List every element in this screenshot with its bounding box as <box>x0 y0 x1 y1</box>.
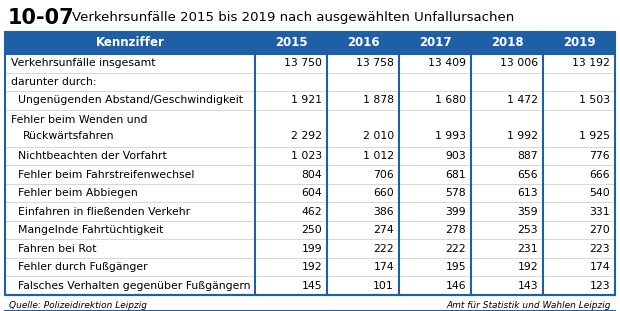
Text: 681: 681 <box>445 169 466 179</box>
Text: 1 012: 1 012 <box>363 151 394 161</box>
Text: Fehler beim Fahrstreifenwechsel: Fehler beim Fahrstreifenwechsel <box>11 169 195 179</box>
Text: 656: 656 <box>517 169 538 179</box>
Text: 578: 578 <box>445 188 466 198</box>
Text: 195: 195 <box>445 262 466 272</box>
Text: 887: 887 <box>517 151 538 161</box>
Text: Verkehrsunfälle 2015 bis 2019 nach ausgewählten Unfallursachen: Verkehrsunfälle 2015 bis 2019 nach ausge… <box>72 12 514 25</box>
Text: Einfahren in fließenden Verkehr: Einfahren in fließenden Verkehr <box>11 207 190 216</box>
Text: 2019: 2019 <box>563 36 595 49</box>
Text: 10-07: 10-07 <box>8 8 74 28</box>
Text: Amt für Statistik und Wahlen Leipzig: Amt für Statistik und Wahlen Leipzig <box>446 300 611 309</box>
Text: 146: 146 <box>445 281 466 291</box>
Text: 123: 123 <box>590 281 610 291</box>
Text: 174: 174 <box>590 262 610 272</box>
Text: 386: 386 <box>373 207 394 216</box>
Text: 1 921: 1 921 <box>291 95 322 105</box>
Text: 2 292: 2 292 <box>291 131 322 141</box>
Text: 2 010: 2 010 <box>363 131 394 141</box>
Text: 192: 192 <box>517 262 538 272</box>
Text: Quelle: Polizeidirektion Leipzig: Quelle: Polizeidirektion Leipzig <box>9 300 147 309</box>
Text: 1 023: 1 023 <box>291 151 322 161</box>
Text: Verkehrsunfälle insgesamt: Verkehrsunfälle insgesamt <box>11 58 156 68</box>
Text: 660: 660 <box>373 188 394 198</box>
Text: 706: 706 <box>373 169 394 179</box>
Text: 2016: 2016 <box>347 36 379 49</box>
Text: Ungenügenden Abstand/Geschwindigkeit: Ungenügenden Abstand/Geschwindigkeit <box>11 95 243 105</box>
Text: 274: 274 <box>373 225 394 235</box>
Text: 253: 253 <box>517 225 538 235</box>
Text: 13 758: 13 758 <box>356 58 394 68</box>
Text: 540: 540 <box>589 188 610 198</box>
Text: 250: 250 <box>301 225 322 235</box>
Text: 462: 462 <box>301 207 322 216</box>
Text: 2017: 2017 <box>418 36 451 49</box>
Text: 13 006: 13 006 <box>500 58 538 68</box>
Text: 270: 270 <box>589 225 610 235</box>
Text: Kennziffer: Kennziffer <box>95 36 164 49</box>
Text: 804: 804 <box>301 169 322 179</box>
Text: Fehler beim Abbiegen: Fehler beim Abbiegen <box>11 188 138 198</box>
Text: 1 993: 1 993 <box>435 131 466 141</box>
Text: 399: 399 <box>445 207 466 216</box>
Text: 1 992: 1 992 <box>507 131 538 141</box>
Text: 1 680: 1 680 <box>435 95 466 105</box>
Text: 1 472: 1 472 <box>507 95 538 105</box>
Text: 143: 143 <box>517 281 538 291</box>
Text: 604: 604 <box>301 188 322 198</box>
Text: Falsches Verhalten gegenüber Fußgängern: Falsches Verhalten gegenüber Fußgängern <box>11 281 250 291</box>
Text: 192: 192 <box>301 262 322 272</box>
Text: Mangelnde Fahrtüchtigkeit: Mangelnde Fahrtüchtigkeit <box>11 225 164 235</box>
Text: Fehler durch Fußgänger: Fehler durch Fußgänger <box>11 262 148 272</box>
Text: 1 878: 1 878 <box>363 95 394 105</box>
Text: 145: 145 <box>301 281 322 291</box>
Text: Nichtbeachten der Vorfahrt: Nichtbeachten der Vorfahrt <box>11 151 167 161</box>
Text: 223: 223 <box>590 244 610 254</box>
Text: 222: 222 <box>445 244 466 254</box>
Text: 174: 174 <box>373 262 394 272</box>
Text: 13 192: 13 192 <box>572 58 610 68</box>
Bar <box>5 32 615 295</box>
Text: 1 503: 1 503 <box>579 95 610 105</box>
Text: 2018: 2018 <box>490 36 523 49</box>
Text: 776: 776 <box>590 151 610 161</box>
Text: 278: 278 <box>445 225 466 235</box>
Bar <box>5 32 615 54</box>
Text: 2015: 2015 <box>275 36 308 49</box>
Text: Fehler beim Wenden und: Fehler beim Wenden und <box>11 115 148 125</box>
Text: 359: 359 <box>517 207 538 216</box>
Text: 13 409: 13 409 <box>428 58 466 68</box>
Text: Rückwärtsfahren: Rückwärtsfahren <box>23 131 115 141</box>
Text: 199: 199 <box>301 244 322 254</box>
Text: 903: 903 <box>445 151 466 161</box>
Text: 222: 222 <box>373 244 394 254</box>
Text: 101: 101 <box>373 281 394 291</box>
Text: 613: 613 <box>517 188 538 198</box>
Text: 1 925: 1 925 <box>579 131 610 141</box>
Text: 666: 666 <box>590 169 610 179</box>
Text: 331: 331 <box>590 207 610 216</box>
Text: 231: 231 <box>517 244 538 254</box>
Text: Fahren bei Rot: Fahren bei Rot <box>11 244 97 254</box>
Text: 13 750: 13 750 <box>284 58 322 68</box>
Text: darunter durch:: darunter durch: <box>11 77 97 87</box>
